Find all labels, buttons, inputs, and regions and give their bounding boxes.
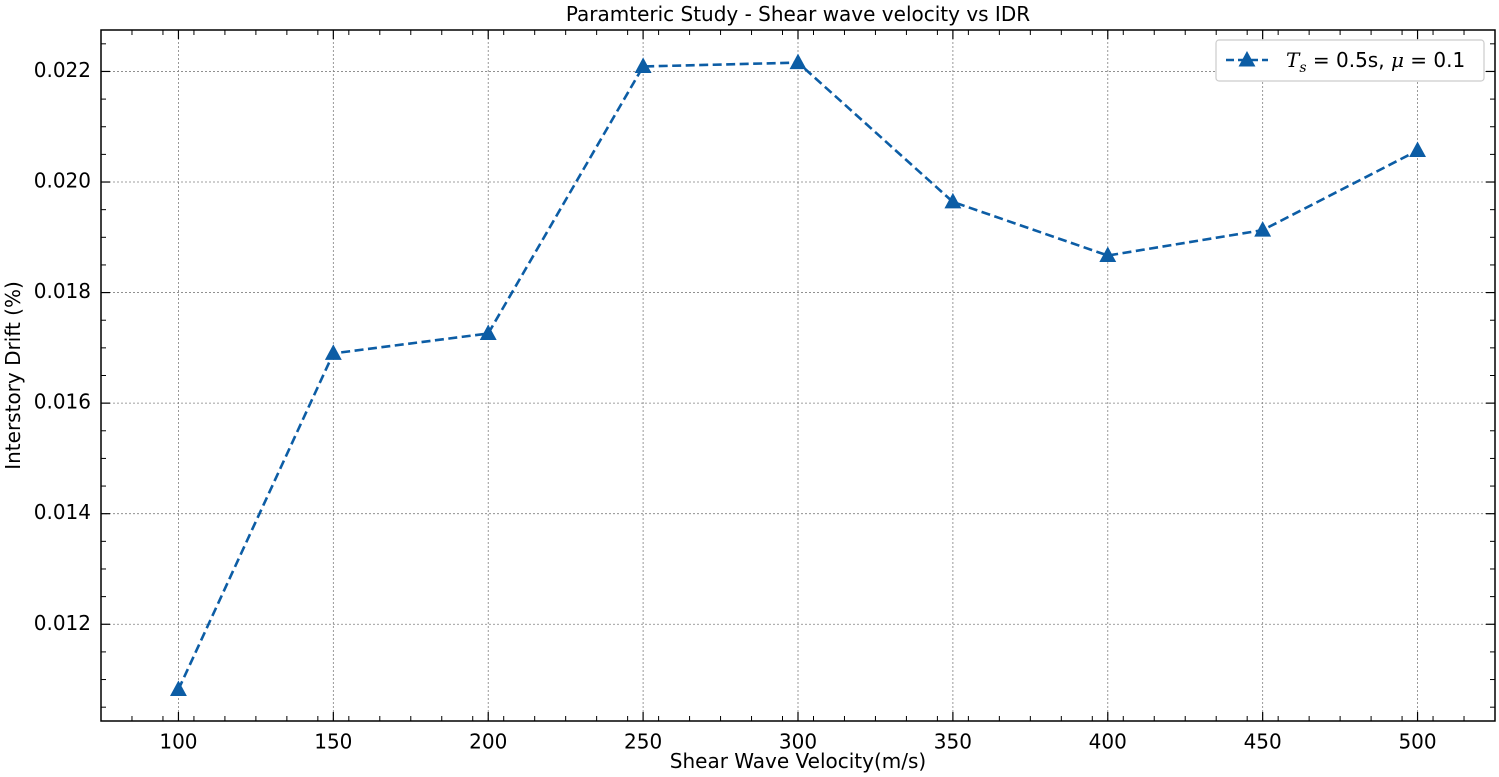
x-tick-label: 300 [779, 730, 817, 754]
y-tick-label: 0.018 [34, 279, 91, 303]
data-point-marker [1099, 246, 1117, 263]
grid-lines [101, 30, 1495, 721]
x-tick-label: 200 [469, 730, 507, 754]
data-point-marker [479, 324, 497, 340]
x-axis-label: Shear Wave Velocity(m/s) [670, 749, 926, 773]
data-point-marker [1254, 221, 1272, 237]
legend: Ts = 0.5s, μ = 0.1 [1215, 39, 1485, 82]
x-tick-label: 150 [314, 730, 352, 754]
legend-box [1215, 39, 1485, 82]
y-tick-label: 0.016 [34, 390, 91, 414]
x-tick-label: 350 [934, 730, 972, 754]
series-layer [170, 53, 1426, 696]
y-tick-label: 0.014 [34, 500, 91, 524]
y-axis-label: Interstory Drift (%) [1, 281, 25, 470]
data-point-marker [944, 192, 962, 209]
data-point-marker [170, 680, 187, 696]
plot-frame [100, 29, 1496, 722]
x-tick-label: 100 [159, 730, 197, 754]
y-tick-label: 0.022 [34, 58, 91, 82]
legend-marker [1238, 50, 1256, 67]
x-tick-label: 500 [1398, 730, 1436, 754]
x-tick-label: 450 [1244, 730, 1282, 754]
legend-series-label: Ts = 0.5s, μ = 0.1 [1286, 48, 1465, 76]
data-point-marker [324, 344, 342, 360]
x-tick-label: 400 [1089, 730, 1127, 754]
y-tick-label: 0.020 [34, 169, 91, 193]
axis-ticks [101, 30, 1495, 721]
x-tick-label: 250 [624, 730, 662, 754]
data-point-marker [1409, 141, 1426, 158]
y-tick-label: 0.012 [34, 611, 91, 635]
data-point-marker [789, 53, 807, 70]
data-point-marker [634, 57, 652, 73]
tick-labels: 100 150 200 250 300 350 400 450 500 0.012 0.014 0.0… [34, 58, 1437, 754]
chart-title: Paramteric Study - Shear wave velocity v… [566, 2, 1030, 26]
